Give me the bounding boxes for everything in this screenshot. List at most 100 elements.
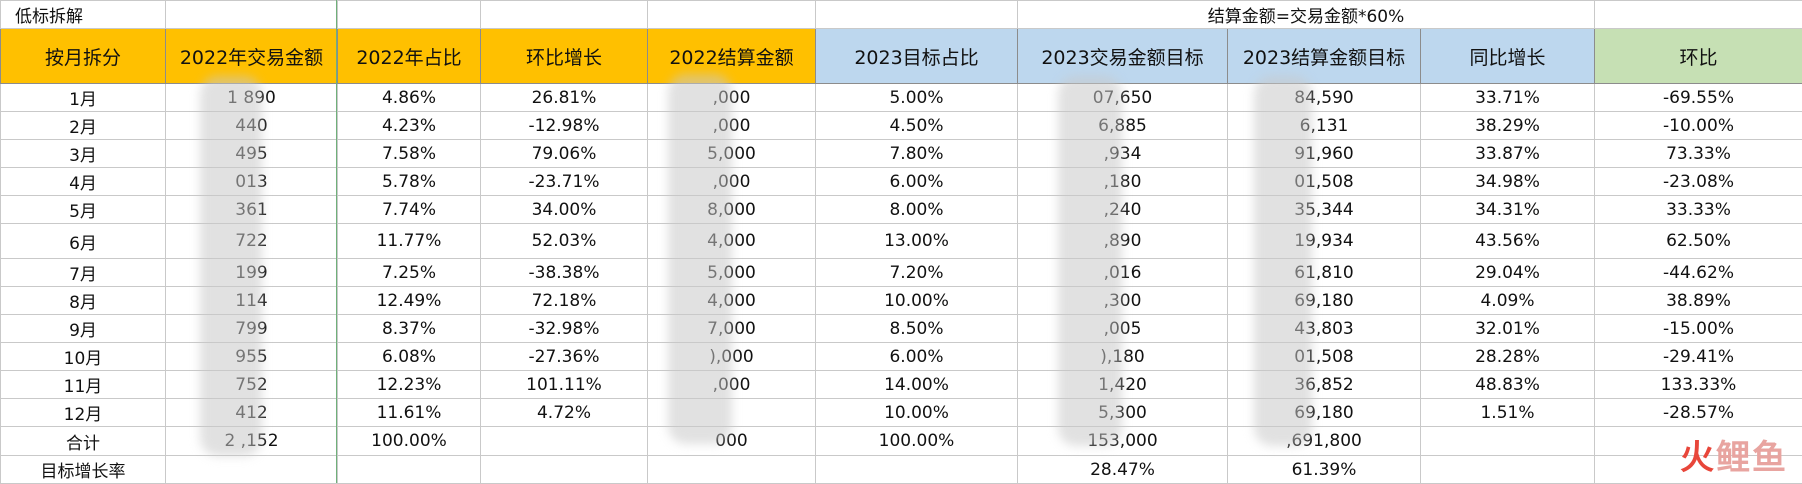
cell[interactable]: 8月 bbox=[1, 287, 166, 315]
cell[interactable]: 7.25% bbox=[338, 259, 481, 287]
cell[interactable]: 12月 bbox=[1, 399, 166, 427]
cell[interactable]: 48.83% bbox=[1421, 371, 1595, 399]
cell[interactable]: 4月 bbox=[1, 168, 166, 196]
cell[interactable] bbox=[1421, 456, 1595, 484]
cell[interactable]: 合计 bbox=[1, 427, 166, 456]
cell[interactable]: 5.00% bbox=[816, 84, 1018, 112]
cell[interactable]: 11.61% bbox=[338, 399, 481, 427]
cell[interactable]: 11.77% bbox=[338, 224, 481, 259]
cell[interactable]: ),180 bbox=[1018, 343, 1228, 371]
cell[interactable]: 6,885 bbox=[1018, 112, 1228, 140]
cell[interactable]: -69.55% bbox=[1595, 84, 1802, 112]
cell[interactable]: 7.58% bbox=[338, 140, 481, 168]
cell[interactable]: ,934 bbox=[1018, 140, 1228, 168]
cell[interactable]: 10.00% bbox=[816, 287, 1018, 315]
cell[interactable] bbox=[648, 1, 816, 29]
cell[interactable]: 153,000 bbox=[1018, 427, 1228, 456]
cell[interactable]: -38.38% bbox=[481, 259, 648, 287]
cell[interactable]: 3月 bbox=[1, 140, 166, 168]
cell[interactable]: 13.00% bbox=[816, 224, 1018, 259]
header-2022-transaction[interactable]: 2022年交易金额 bbox=[166, 29, 338, 84]
cell[interactable]: 100.00% bbox=[338, 427, 481, 456]
cell[interactable]: 2月 bbox=[1, 112, 166, 140]
cell[interactable] bbox=[338, 1, 481, 29]
cell[interactable]: 8.50% bbox=[816, 315, 1018, 343]
cell[interactable]: 10.00% bbox=[816, 399, 1018, 427]
cell[interactable]: 目标增长率 bbox=[1, 456, 166, 484]
cell[interactable] bbox=[481, 427, 648, 456]
cell[interactable]: -12.98% bbox=[481, 112, 648, 140]
cell[interactable]: 43.56% bbox=[1421, 224, 1595, 259]
cell[interactable]: 26.81% bbox=[481, 84, 648, 112]
cell[interactable]: -15.00% bbox=[1595, 315, 1802, 343]
cell[interactable]: 73.33% bbox=[1595, 140, 1802, 168]
cell[interactable]: -32.98% bbox=[481, 315, 648, 343]
cell[interactable]: 7.80% bbox=[816, 140, 1018, 168]
cell[interactable]: -23.08% bbox=[1595, 168, 1802, 196]
cell[interactable]: 5.78% bbox=[338, 168, 481, 196]
cell[interactable]: 8.00% bbox=[816, 196, 1018, 224]
cell[interactable]: 34.31% bbox=[1421, 196, 1595, 224]
cell[interactable]: 52.03% bbox=[481, 224, 648, 259]
cell[interactable]: 7.74% bbox=[338, 196, 481, 224]
cell[interactable]: 28.28% bbox=[1421, 343, 1595, 371]
cell[interactable]: 28.47% bbox=[1018, 456, 1228, 484]
cell[interactable]: 8.37% bbox=[338, 315, 481, 343]
cell[interactable]: 34.00% bbox=[481, 196, 648, 224]
cell[interactable] bbox=[166, 456, 338, 484]
cell[interactable] bbox=[816, 1, 1018, 29]
cell[interactable]: 6.08% bbox=[338, 343, 481, 371]
cell[interactable]: 100.00% bbox=[816, 427, 1018, 456]
cell[interactable]: 7月 bbox=[1, 259, 166, 287]
cell[interactable] bbox=[338, 456, 481, 484]
cell[interactable]: ,016 bbox=[1018, 259, 1228, 287]
header-2022-share[interactable]: 2022年占比 bbox=[338, 29, 481, 84]
cell[interactable]: -29.41% bbox=[1595, 343, 1802, 371]
cell[interactable]: 11月 bbox=[1, 371, 166, 399]
cell[interactable] bbox=[481, 456, 648, 484]
cell[interactable] bbox=[1421, 427, 1595, 456]
header-2023-settlement-target[interactable]: 2023结算金额目标 bbox=[1228, 29, 1421, 84]
cell[interactable]: -28.57% bbox=[1595, 399, 1802, 427]
cell[interactable]: 33.71% bbox=[1421, 84, 1595, 112]
header-month[interactable]: 按月拆分 bbox=[1, 29, 166, 84]
cell[interactable]: 33.33% bbox=[1595, 196, 1802, 224]
cell[interactable]: ,300 bbox=[1018, 287, 1228, 315]
cell[interactable]: 4.50% bbox=[816, 112, 1018, 140]
cell[interactable] bbox=[648, 456, 816, 484]
cell[interactable]: 4.23% bbox=[338, 112, 481, 140]
cell[interactable] bbox=[816, 456, 1018, 484]
cell[interactable]: 12.23% bbox=[338, 371, 481, 399]
cell[interactable]: 32.01% bbox=[1421, 315, 1595, 343]
cell[interactable]: 07,650 bbox=[1018, 84, 1228, 112]
cell[interactable]: 62.50% bbox=[1595, 224, 1802, 259]
cell[interactable]: -10.00% bbox=[1595, 112, 1802, 140]
cell[interactable]: 33.87% bbox=[1421, 140, 1595, 168]
cell[interactable]: 12.49% bbox=[338, 287, 481, 315]
header-mom[interactable]: 环比 bbox=[1595, 29, 1802, 84]
cell[interactable]: 1,420 bbox=[1018, 371, 1228, 399]
cell[interactable]: -44.62% bbox=[1595, 259, 1802, 287]
cell[interactable]: 72.18% bbox=[481, 287, 648, 315]
header-2023-target-share[interactable]: 2023目标占比 bbox=[816, 29, 1018, 84]
cell[interactable]: 6月 bbox=[1, 224, 166, 259]
cell[interactable]: 1月 bbox=[1, 84, 166, 112]
cell[interactable]: 29.04% bbox=[1421, 259, 1595, 287]
cell[interactable]: 4.72% bbox=[481, 399, 648, 427]
sheet-title[interactable]: 低标拆解 bbox=[1, 1, 166, 29]
cell[interactable]: 14.00% bbox=[816, 371, 1018, 399]
cell[interactable]: 4.86% bbox=[338, 84, 481, 112]
cell[interactable] bbox=[166, 1, 338, 29]
cell[interactable]: ,240 bbox=[1018, 196, 1228, 224]
cell[interactable]: 34.98% bbox=[1421, 168, 1595, 196]
header-2023-transaction-target[interactable]: 2023交易金额目标 bbox=[1018, 29, 1228, 84]
cell[interactable]: 79.06% bbox=[481, 140, 648, 168]
header-2022-settlement[interactable]: 2022结算金额 bbox=[648, 29, 816, 84]
cell[interactable]: 9月 bbox=[1, 315, 166, 343]
cell[interactable]: 38.89% bbox=[1595, 287, 1802, 315]
cell[interactable]: ,180 bbox=[1018, 168, 1228, 196]
cell[interactable]: ,890 bbox=[1018, 224, 1228, 259]
header-yoy-growth[interactable]: 同比增长 bbox=[1421, 29, 1595, 84]
cell[interactable]: -27.36% bbox=[481, 343, 648, 371]
cell[interactable]: 61.39% bbox=[1228, 456, 1421, 484]
